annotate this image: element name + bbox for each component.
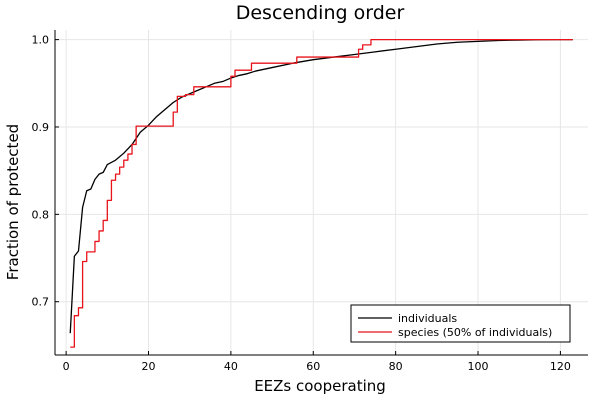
y-tick-label: 0.9 [32, 121, 50, 134]
x-tick-label: 120 [550, 360, 571, 373]
y-tick-label: 0.8 [32, 208, 50, 221]
x-tick-label: 80 [389, 360, 403, 373]
y-tick-label: 1.0 [32, 34, 50, 47]
x-tick-label: 0 [63, 360, 70, 373]
axes [54, 30, 588, 356]
x-tick-label: 20 [142, 360, 156, 373]
x-axis-label: EEZs cooperating [254, 377, 386, 395]
legend-label-species: species (50% of individuals) [398, 326, 552, 339]
y-axis-label: Fraction of protected [4, 124, 22, 280]
legend-label-individuals: individuals [398, 312, 457, 325]
series-line-individuals [69, 38, 573, 334]
legend-box [350, 304, 571, 343]
series-line-species [70, 38, 573, 348]
x-tick-label: 100 [468, 360, 489, 373]
series-lines [69, 38, 573, 348]
legend: individuals species (50% of individuals) [350, 304, 571, 343]
chart-title: Descending order [236, 2, 405, 24]
tick-labels: 0 20 40 60 80 100 120 0.7 0.8 0.9 1.0 [32, 34, 571, 373]
y-tick-label: 0.7 [32, 296, 50, 309]
x-tick-label: 40 [224, 360, 238, 373]
x-tick-label: 60 [306, 360, 320, 373]
